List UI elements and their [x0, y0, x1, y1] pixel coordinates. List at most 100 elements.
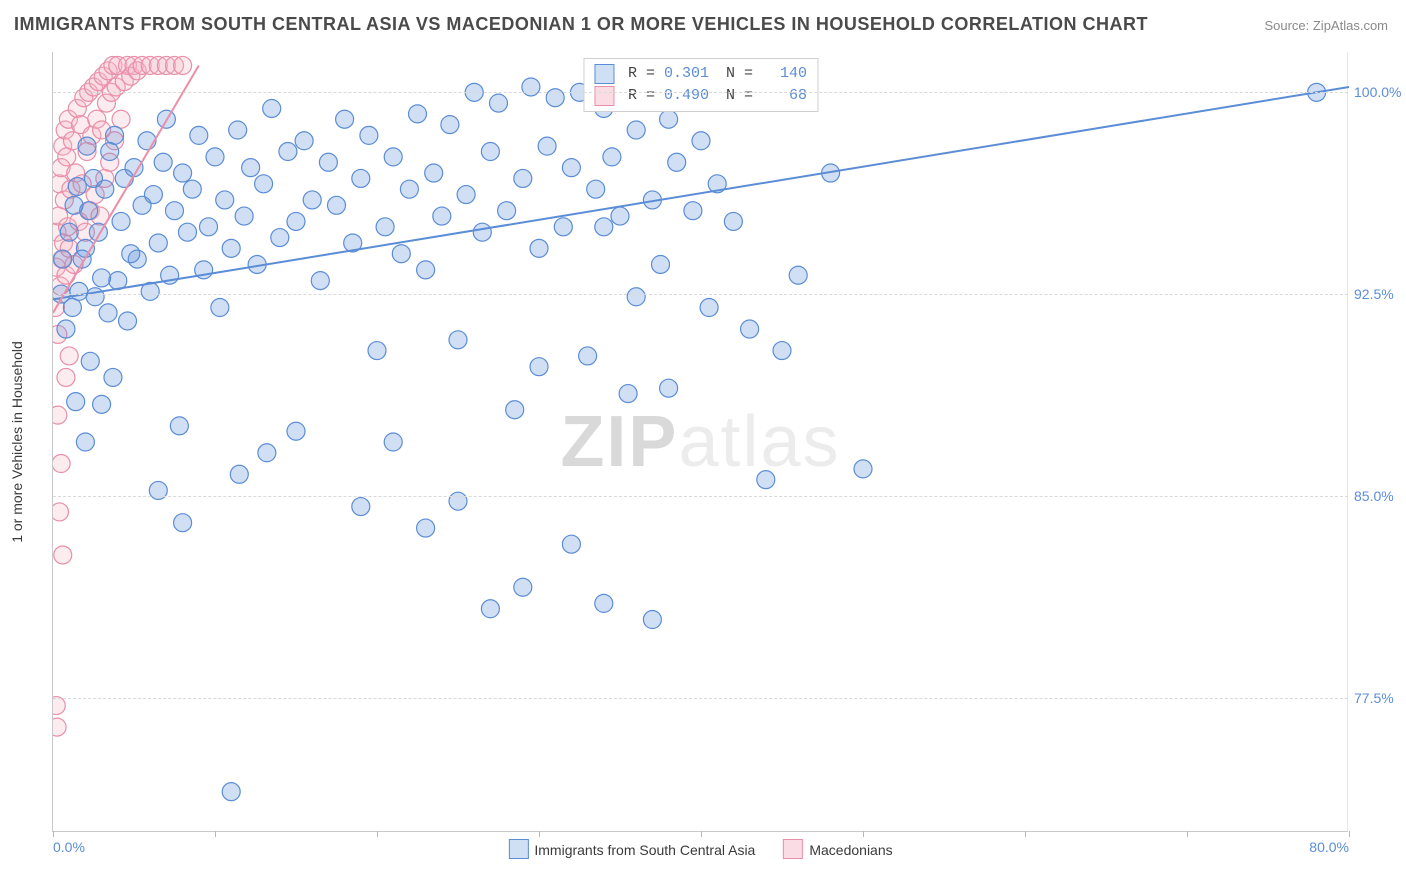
data-point: [222, 783, 240, 801]
x-tick-label: 80.0%: [1309, 839, 1349, 855]
stats-r-label-0: R =: [628, 63, 655, 85]
data-point: [603, 148, 621, 166]
scatter-svg: [53, 52, 1349, 832]
data-point: [303, 191, 321, 209]
data-point: [490, 94, 508, 112]
x-tick: [1025, 831, 1026, 837]
y-tick-label: 77.5%: [1354, 690, 1404, 706]
data-point: [230, 465, 248, 483]
data-point: [200, 218, 218, 236]
data-point: [112, 110, 130, 128]
data-point: [368, 342, 386, 360]
data-point: [53, 455, 70, 473]
data-point: [562, 159, 580, 177]
data-point: [700, 299, 718, 317]
data-point: [53, 697, 65, 715]
data-point: [170, 417, 188, 435]
data-point: [652, 255, 670, 273]
data-point: [174, 56, 192, 74]
y-axis-title: 1 or more Vehicles in Household: [9, 341, 25, 543]
x-tick: [1187, 831, 1188, 837]
data-point: [101, 143, 119, 161]
gridline-h: [53, 294, 1348, 295]
data-point: [481, 143, 499, 161]
x-tick: [863, 831, 864, 837]
data-point: [128, 250, 146, 268]
data-point: [229, 121, 247, 139]
data-point: [190, 126, 208, 144]
data-point: [287, 422, 305, 440]
data-point: [81, 352, 99, 370]
stats-row-1: R = 0.490 N = 68: [594, 85, 807, 107]
data-point: [400, 180, 418, 198]
data-point: [174, 514, 192, 532]
legend-swatch-1: [783, 839, 803, 859]
data-point: [619, 385, 637, 403]
data-point: [352, 498, 370, 516]
data-point: [384, 433, 402, 451]
data-point: [741, 320, 759, 338]
data-point: [449, 331, 467, 349]
data-point: [271, 229, 289, 247]
stats-swatch-1: [594, 86, 614, 106]
data-point: [854, 460, 872, 478]
legend-item-0: Immigrants from South Central Asia: [508, 839, 755, 859]
data-point: [178, 223, 196, 241]
gridline-h: [53, 92, 1348, 93]
data-point: [222, 239, 240, 257]
data-point: [295, 132, 313, 150]
data-point: [757, 471, 775, 489]
data-point: [587, 180, 605, 198]
y-tick-label: 100.0%: [1354, 84, 1404, 100]
data-point: [93, 395, 111, 413]
y-tick-label: 92.5%: [1354, 286, 1404, 302]
data-point: [311, 272, 329, 290]
data-point: [360, 126, 378, 144]
data-point: [457, 186, 475, 204]
data-point: [287, 212, 305, 230]
legend-label-0: Immigrants from South Central Asia: [534, 842, 755, 858]
data-point: [611, 207, 629, 225]
data-point: [70, 282, 88, 300]
data-point: [99, 304, 117, 322]
x-tick: [1349, 831, 1350, 837]
plot-area: 1 or more Vehicles in Household ZIPatlas…: [52, 52, 1348, 832]
legend-label-1: Macedonians: [809, 842, 892, 858]
data-point: [235, 207, 253, 225]
data-point: [119, 312, 137, 330]
data-point: [595, 218, 613, 236]
data-point: [336, 110, 354, 128]
data-point: [78, 137, 96, 155]
data-point: [328, 196, 346, 214]
data-point: [473, 223, 491, 241]
data-point: [392, 245, 410, 263]
gridline-h: [53, 698, 1348, 699]
data-point: [660, 379, 678, 397]
data-point: [384, 148, 402, 166]
data-point: [242, 159, 260, 177]
data-point: [80, 202, 98, 220]
data-point: [166, 202, 184, 220]
data-point: [562, 535, 580, 553]
x-tick: [539, 831, 540, 837]
data-point: [154, 153, 172, 171]
data-point: [112, 212, 130, 230]
x-tick: [701, 831, 702, 837]
data-point: [96, 180, 114, 198]
data-point: [409, 105, 427, 123]
data-point: [627, 288, 645, 306]
data-point: [279, 143, 297, 161]
data-point: [174, 164, 192, 182]
data-point: [506, 401, 524, 419]
data-point: [258, 444, 276, 462]
stats-r-label-1: R =: [628, 85, 655, 107]
data-point: [86, 288, 104, 306]
data-point: [441, 116, 459, 134]
x-tick: [377, 831, 378, 837]
stats-box: R = 0.301 N = 140 R = 0.490 N = 68: [583, 58, 818, 112]
regression-line: [53, 87, 1349, 299]
legend-item-1: Macedonians: [783, 839, 892, 859]
data-point: [530, 239, 548, 257]
data-point: [724, 212, 742, 230]
stats-r-value-0: 0.301: [663, 63, 709, 85]
